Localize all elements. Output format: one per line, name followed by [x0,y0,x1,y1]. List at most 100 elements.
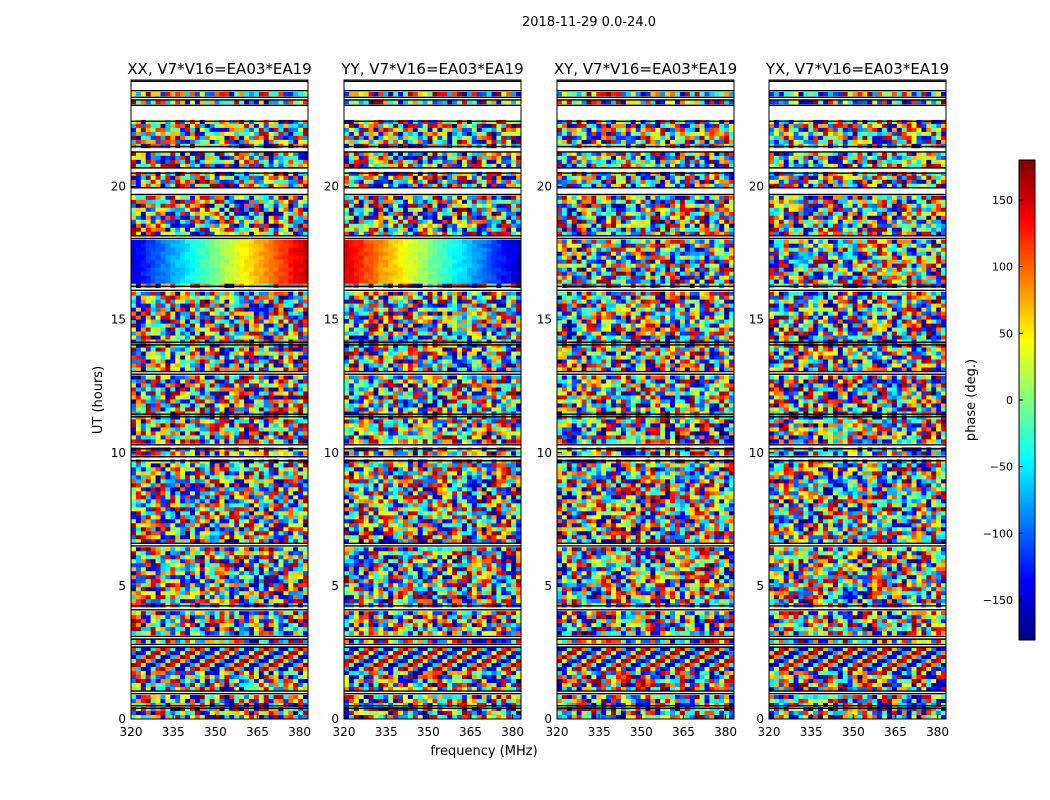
heatmap-cell [239,547,245,552]
heatmap-cell [253,139,260,145]
heatmap-cell [239,119,245,125]
heatmap-cell [234,583,240,588]
heatmap-cell [234,91,240,97]
heatmap-cell [249,499,255,504]
heatmap-cell [288,467,294,472]
heatmap-cell [199,463,206,468]
heatmap-cell [131,547,137,552]
heatmap-cell [268,567,274,572]
heatmap-cell [234,363,240,368]
heatmap-cell [209,563,215,568]
heatmap-cell [180,123,186,129]
heatmap-cell [204,195,210,201]
heatmap-cell [288,471,294,476]
heatmap-cell [234,427,240,432]
heatmap-cell [229,431,235,436]
heatmap-cell [155,267,161,272]
heatmap-cell [229,127,235,133]
heatmap-cell [239,655,245,660]
heatmap-cell [219,627,225,632]
heatmap-cell [199,547,206,552]
heatmap-cell [224,219,230,225]
heatmap-cell [199,559,206,564]
heatmap-cell [180,243,186,249]
heatmap-cell [263,131,269,137]
heatmap-cell [185,275,191,280]
heatmap-cell [293,707,299,712]
heatmap-cell [249,303,255,308]
heatmap-cell [268,335,274,340]
heatmap-cell [268,659,274,664]
heatmap-cell [199,467,206,472]
heatmap-cell [239,319,245,324]
heatmap-cell [234,211,240,217]
heatmap-cell [135,403,142,408]
heatmap-cell [150,499,156,504]
heatmap-cell [199,151,206,157]
heatmap-cell [214,599,220,604]
heatmap-cell [165,451,171,456]
heatmap-cell [288,163,294,169]
heatmap-cell [283,675,289,680]
heatmap-cell [214,631,220,636]
heatmap-cell [288,655,294,660]
heatmap-cell [145,575,151,580]
heatmap-cell [145,539,151,544]
heatmap-cell [199,707,206,712]
heatmap-cell [229,219,235,225]
heatmap-cell [293,431,299,436]
heatmap-cell [273,351,279,356]
heatmap-cell [253,595,260,600]
heatmap-cell [283,531,289,536]
heatmap-cell [288,407,294,412]
heatmap-cell [244,211,250,217]
heatmap-cell [258,199,265,205]
heatmap-cell [293,331,299,336]
heatmap-cell [293,479,299,484]
heatmap-cell [170,683,176,688]
heatmap-cell [214,711,220,716]
heatmap-cell [244,323,250,328]
heatmap-cell [224,303,230,308]
heatmap-cell [288,615,294,620]
heatmap-cell [199,399,206,404]
heatmap-cell [155,659,161,664]
heatmap-cell [253,547,260,552]
heatmap-cell [278,219,284,225]
heatmap-cell [131,403,137,408]
heatmap-cell [268,163,274,169]
heatmap-cell [135,647,142,652]
heatmap-cell [224,299,230,304]
heatmap-cell [131,519,137,524]
heatmap-cell [298,547,304,552]
heatmap-cell [234,243,240,249]
heatmap-cell [258,539,265,544]
heatmap-cell [258,591,265,596]
heatmap-cell [258,611,265,616]
heatmap-cell [140,671,147,676]
heatmap-cell [155,495,161,500]
heatmap-cell [268,355,274,360]
heatmap-cell [190,251,196,257]
heatmap-cell [283,331,289,336]
heatmap-cell [170,159,176,165]
heatmap-cell [298,391,304,396]
heatmap-cell [214,91,220,97]
heatmap-cell [145,619,151,624]
heatmap-cell [253,127,260,133]
heatmap-cell [298,359,304,364]
heatmap-cell [204,395,210,400]
heatmap-cell [209,383,215,388]
heatmap-cell [185,271,191,276]
heatmap-cell [244,539,250,544]
heatmap-cell [194,223,201,229]
heatmap-cell [288,631,294,636]
heatmap-cell [268,239,274,245]
heatmap-cell [214,659,220,664]
heatmap-cell [180,391,186,396]
heatmap-cell [165,547,171,552]
heatmap-cell [268,327,274,332]
heatmap-cell [219,395,225,400]
heatmap-cell [214,611,220,616]
heatmap-cell [199,679,206,684]
